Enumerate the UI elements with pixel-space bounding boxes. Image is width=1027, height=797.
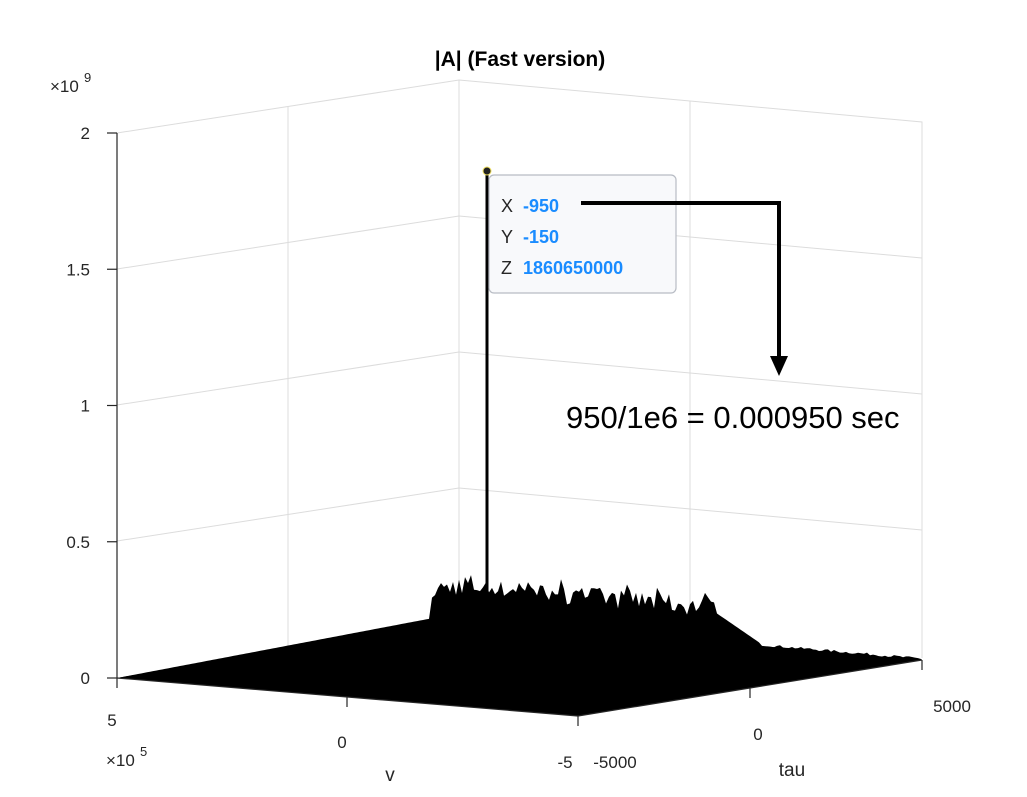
datatip-marker[interactable]	[482, 166, 492, 176]
datatip-y-value: -150	[523, 227, 559, 247]
datatip-z-value: 1860650000	[523, 258, 623, 278]
annotation-arrow	[581, 201, 788, 376]
v-tick-label-5: 5	[107, 711, 116, 730]
z-exponent-base: ×10	[50, 77, 79, 96]
datatip-y-key: Y	[501, 227, 513, 247]
z-exponent-power: 9	[84, 70, 91, 85]
z-exponent: ×10 9	[50, 70, 91, 96]
datatip-x-key: X	[501, 196, 513, 216]
tau-tick-label-5000: 5000	[933, 697, 971, 716]
surface-ridge	[117, 575, 922, 716]
v-exponent-power: 5	[140, 744, 147, 759]
tau-tick-label-neg5000: -5000	[593, 753, 636, 772]
axes: 0 0.5 1 1.5 2	[66, 124, 923, 726]
annotation-text: 950/1e6 = 0.000950 sec	[566, 400, 900, 435]
arrow-head	[770, 356, 788, 376]
surface-mesh	[117, 170, 922, 716]
datatip[interactable]: X -950 Y -150 Z 1860650000	[482, 166, 677, 294]
v-axis-label: v	[385, 765, 395, 786]
arrow-line	[581, 201, 781, 358]
z-tick-label: 0	[81, 669, 90, 688]
chart-title: |A| (Fast version)	[435, 48, 605, 71]
v-exponent: ×10 5	[106, 744, 147, 770]
z-tick-label: 1.5	[66, 260, 90, 279]
datatip-z-key: Z	[501, 258, 512, 278]
v-tick-label-neg5: -5	[557, 753, 572, 772]
datatip-x-value: -950	[523, 196, 559, 216]
z-tick-label: 2	[81, 124, 90, 143]
v-exponent-base: ×10	[106, 751, 135, 770]
tau-axis-label: tau	[779, 760, 805, 781]
back-wall-outline	[116, 79, 923, 658]
tau-tick-label-0: 0	[753, 725, 762, 744]
z-ticks: 0 0.5 1 1.5 2	[66, 124, 117, 688]
v-tick-label-0: 0	[337, 733, 346, 752]
z-tick-label: 0.5	[66, 533, 90, 552]
z-tick-label: 1	[81, 397, 90, 416]
